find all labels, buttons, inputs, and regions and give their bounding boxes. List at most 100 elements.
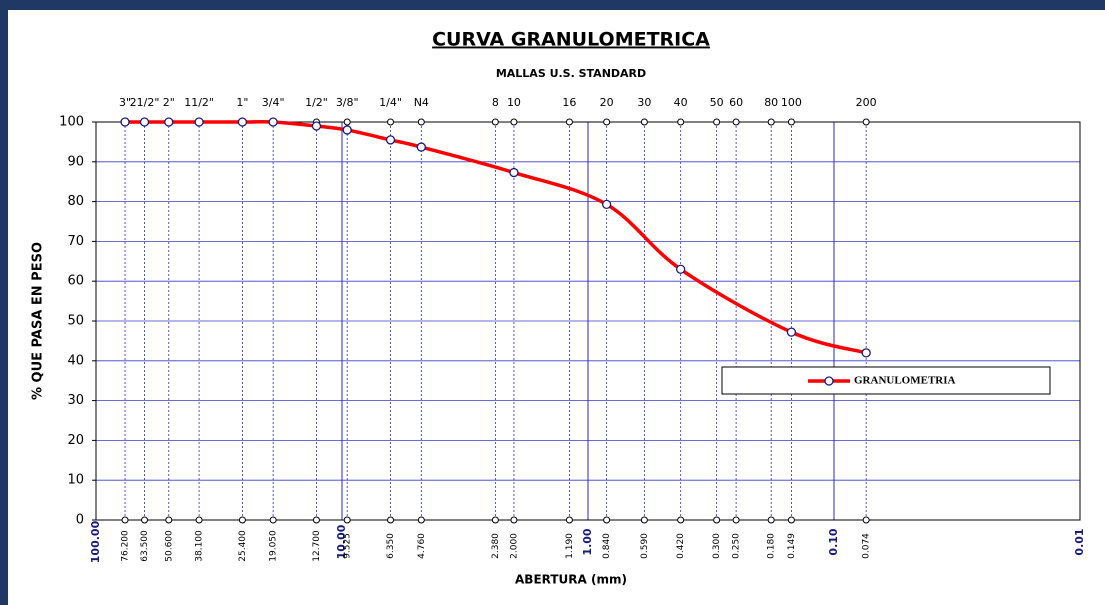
sieve-name: 30 — [637, 96, 651, 109]
x-tick-label: 10.00 — [335, 524, 348, 559]
legend-marker — [824, 376, 834, 386]
chart-title: CURVA GRANULOMETRICA — [432, 29, 710, 51]
y-tick-label: 100 — [59, 115, 84, 130]
sieve-opening: 2.000 — [509, 533, 519, 559]
sieve-name: 8 — [492, 96, 499, 109]
y-axis-label: % QUE PASA EN PESO — [31, 242, 46, 400]
data-point — [786, 327, 797, 337]
data-point — [601, 199, 612, 210]
sieve-bottom-marker — [565, 516, 573, 524]
sieve-bottom-marker — [862, 516, 870, 524]
sieve-opening: 0.149 — [787, 533, 797, 559]
sieve-opening: 4.760 — [417, 533, 427, 559]
data-point — [342, 125, 352, 135]
panel — [8, 10, 1105, 605]
sieve-bottom-marker — [417, 516, 425, 524]
sieve-bottom-marker — [603, 516, 611, 524]
x-tick-label: 0.01 — [1073, 528, 1086, 555]
data-point — [416, 142, 426, 152]
data-point — [861, 348, 871, 358]
sieve-opening: 0.250 — [732, 533, 742, 559]
sieve-bottom-marker — [269, 516, 277, 524]
sieve-top-marker — [510, 118, 518, 126]
sieve-name: 3/4" — [262, 96, 285, 109]
sieve-bottom-marker — [238, 516, 246, 524]
sieve-name: N4 — [414, 96, 429, 109]
sieve-top-marker — [603, 118, 611, 126]
x-tick-label: 0.10 — [827, 528, 840, 555]
sieve-bottom-marker — [787, 516, 795, 524]
sieve-bottom-marker — [640, 516, 648, 524]
sieve-opening: 19.050 — [269, 530, 279, 562]
data-point — [676, 264, 686, 274]
sieve-bottom-marker — [343, 516, 351, 524]
data-point — [237, 117, 248, 127]
sieve-name: 1" — [236, 96, 248, 109]
sieve-opening: 25.400 — [238, 530, 248, 562]
sieve-opening: 0.840 — [602, 533, 612, 559]
data-point — [268, 117, 278, 127]
legend-box — [721, 366, 1051, 395]
y-tick-label: 40 — [67, 353, 84, 368]
sieve-name: 200 — [856, 96, 877, 109]
sieve-bottom-marker — [510, 516, 518, 524]
sieve-opening: 63.500 — [140, 530, 150, 562]
sieve-opening: 0.300 — [712, 533, 722, 559]
sieve-bottom-marker — [732, 516, 740, 524]
y-tick-label: 0 — [76, 513, 84, 528]
y-tick-label: 60 — [67, 274, 84, 289]
sieve-opening: 2.380 — [491, 533, 501, 559]
sieve-opening: 0.590 — [640, 533, 650, 559]
sieve-bottom-marker — [312, 516, 320, 524]
sieve-name: 16 — [562, 96, 576, 109]
data-point — [194, 117, 204, 127]
sieve-top-marker — [565, 118, 573, 126]
sieve-name: 2" — [163, 96, 175, 109]
sieve-opening: 1.190 — [565, 533, 575, 559]
sieve-opening: 50.600 — [164, 530, 174, 562]
sieve-bottom-marker — [387, 516, 395, 524]
sieve-name: 1/4" — [379, 96, 402, 109]
plot-frame — [95, 121, 1081, 521]
sieve-opening: 0.074 — [862, 533, 872, 559]
sieve-top-marker — [640, 118, 648, 126]
sieve-opening: 0.420 — [676, 533, 686, 559]
y-tick-label: 50 — [67, 314, 84, 329]
sieve-name: 60 — [729, 96, 743, 109]
sieve-name: 11/2" — [184, 96, 214, 109]
sieve-opening: 0.180 — [767, 533, 777, 559]
y-tick-label: 20 — [67, 433, 84, 448]
y-tick-label: 30 — [67, 393, 84, 408]
x-tick-label: 1.00 — [581, 528, 594, 555]
sieve-top-marker — [491, 118, 499, 126]
sieve-name: 1/2" — [305, 96, 328, 109]
sieve-name: 80 — [764, 96, 778, 109]
data-point — [385, 135, 396, 145]
sieve-opening: 76.200 — [121, 530, 131, 562]
y-tick-label: 10 — [67, 473, 84, 488]
sieve-top-marker — [862, 118, 870, 126]
sieve-bottom-marker — [141, 516, 149, 524]
sieve-name: 3" — [119, 96, 131, 109]
sieve-top-marker — [732, 118, 740, 126]
sieve-bottom-marker — [491, 516, 499, 524]
sieve-name: 20 — [600, 96, 614, 109]
chart-subtitle: MALLAS U.S. STANDARD — [496, 67, 646, 80]
data-point — [164, 117, 174, 127]
sieve-top-marker — [677, 118, 685, 126]
y-tick-label: 80 — [67, 194, 84, 209]
sieve-bottom-marker — [713, 516, 721, 524]
sieve-opening: 12.700 — [312, 530, 322, 562]
data-point — [311, 121, 322, 131]
sieve-name: 50 — [710, 96, 724, 109]
data-point — [120, 117, 130, 127]
data-point — [509, 167, 519, 178]
sieve-opening: 9.525 — [343, 533, 353, 559]
sieve-name: 100 — [781, 96, 802, 109]
sieve-name: 21/2" — [130, 96, 160, 109]
sieve-top-marker — [417, 118, 425, 126]
sieve-opening: 38.100 — [195, 530, 205, 562]
data-point — [139, 117, 150, 127]
sieve-bottom-marker — [165, 516, 173, 524]
